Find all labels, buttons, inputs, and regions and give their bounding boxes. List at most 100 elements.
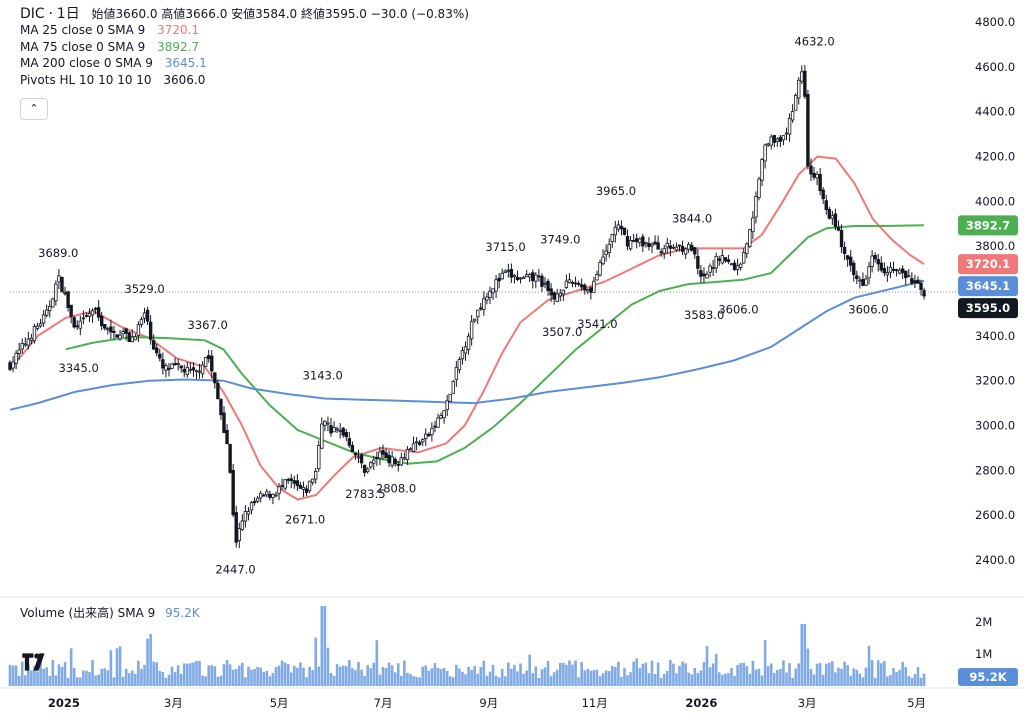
- volume-bar: [617, 661, 620, 686]
- volume-bar: [580, 662, 583, 686]
- candle-body: [109, 326, 113, 333]
- volume-bar: [473, 666, 476, 686]
- candle-body: [344, 432, 348, 438]
- candle-body: [378, 451, 382, 459]
- volume-bar: [400, 675, 403, 686]
- volume-bar: [705, 645, 709, 686]
- volume-bar: [907, 676, 911, 686]
- volume-bar: [763, 640, 767, 686]
- candle-body: [408, 448, 413, 451]
- candle-body: [23, 343, 27, 346]
- candle-body: [503, 270, 507, 273]
- volume-bar: [344, 666, 348, 686]
- volume-bar: [94, 675, 97, 686]
- collapse-legend-button[interactable]: ⌃: [20, 98, 48, 120]
- volume-bar: [659, 677, 663, 686]
- candle-body: [139, 319, 144, 325]
- candle-body: [60, 276, 64, 293]
- volume-bar: [626, 675, 629, 686]
- candle-body: [766, 143, 770, 146]
- candle-body: [524, 274, 529, 278]
- price-tick-label: 4400.0: [975, 105, 1015, 119]
- candle-body: [243, 510, 248, 522]
- volume-bar: [879, 663, 883, 686]
- time-axis-label: 2025: [48, 696, 80, 710]
- volume-bar: [772, 672, 776, 686]
- indicator-ma25[interactable]: MA 25 close 0 SMA 9 3720.1: [20, 22, 469, 38]
- candle-body: [106, 328, 110, 331]
- volume-bar: [451, 677, 455, 686]
- volume-bar: [620, 676, 623, 686]
- volume-bar: [112, 677, 116, 686]
- pivot-label: 3143.0: [303, 368, 343, 382]
- indicator-ma75[interactable]: MA 75 close 0 SMA 9 3892.7: [20, 39, 469, 55]
- volume-bar: [170, 666, 174, 686]
- candle-body: [161, 359, 165, 369]
- volume-bar: [650, 660, 654, 686]
- volume-bar: [82, 670, 85, 686]
- candle-body: [454, 366, 459, 380]
- volume-bar: [63, 662, 67, 686]
- candle-body: [17, 349, 21, 354]
- candle-body: [179, 365, 183, 369]
- volume-bar: [653, 674, 657, 686]
- candle-body: [369, 462, 373, 468]
- volume-bar: [173, 672, 177, 686]
- volume-bar: [439, 669, 443, 686]
- volume-bar: [152, 661, 155, 686]
- candle-body: [607, 243, 611, 253]
- volume-bar: [36, 671, 39, 686]
- volume-bar: [127, 673, 131, 686]
- volume-badge-label: 95.2K: [969, 670, 1007, 684]
- volume-bar: [201, 675, 204, 686]
- price-badge-label: 3892.7: [966, 218, 1010, 232]
- volume-bar: [412, 676, 415, 686]
- volume-bar: [510, 668, 513, 686]
- candle-body: [488, 290, 492, 298]
- volume-bar: [458, 668, 461, 686]
- volume-legend[interactable]: Volume (出来高) SMA 9 95.2K: [20, 604, 200, 621]
- candle-body: [885, 272, 890, 276]
- interval-label[interactable]: 1日: [56, 6, 80, 22]
- candle-body: [274, 494, 278, 497]
- candle-body: [32, 326, 37, 342]
- pivot-label: 2671.0: [285, 512, 325, 526]
- price-tick-label: 2400.0: [975, 553, 1015, 567]
- volume-bar: [604, 670, 608, 686]
- volume-bar: [831, 661, 834, 686]
- volume-bar: [800, 624, 804, 686]
- candle-body: [268, 493, 272, 498]
- tradingview-logo-icon[interactable]: [20, 650, 52, 674]
- indicator-ma200[interactable]: MA 200 close 0 SMA 9 3645.1: [20, 55, 469, 71]
- volume-bar: [216, 676, 220, 686]
- candle-body: [690, 244, 694, 251]
- candle-body: [833, 213, 838, 228]
- time-axis-label: 5月: [270, 696, 289, 710]
- volume-bar: [326, 647, 330, 686]
- volume-bar: [889, 675, 892, 686]
- candle-body: [800, 71, 804, 82]
- symbol-name[interactable]: DIC: [20, 6, 45, 22]
- price-tick-label: 4800.0: [975, 15, 1015, 29]
- candle-body: [390, 456, 394, 466]
- pivot-label: 3844.0: [672, 211, 712, 225]
- volume-bar: [271, 673, 275, 686]
- volume-bar: [360, 669, 363, 686]
- candle-body: [888, 266, 893, 273]
- price-tick-label: 3200.0: [975, 374, 1015, 388]
- candle-body: [653, 241, 657, 245]
- candle-body: [29, 337, 34, 341]
- volume-bar: [286, 664, 290, 686]
- candle-body: [818, 174, 822, 192]
- candle-body: [210, 355, 214, 372]
- volume-bar: [237, 665, 241, 686]
- volume-bar: [672, 663, 675, 686]
- candle-body: [531, 272, 535, 282]
- volume-bar: [167, 674, 171, 686]
- volume-bar: [846, 665, 849, 686]
- volume-bar: [491, 664, 495, 686]
- volume-bar: [259, 667, 262, 686]
- candle-body: [546, 280, 550, 291]
- indicator-pivots[interactable]: Pivots HL 10 10 10 10 3606.0: [20, 72, 469, 88]
